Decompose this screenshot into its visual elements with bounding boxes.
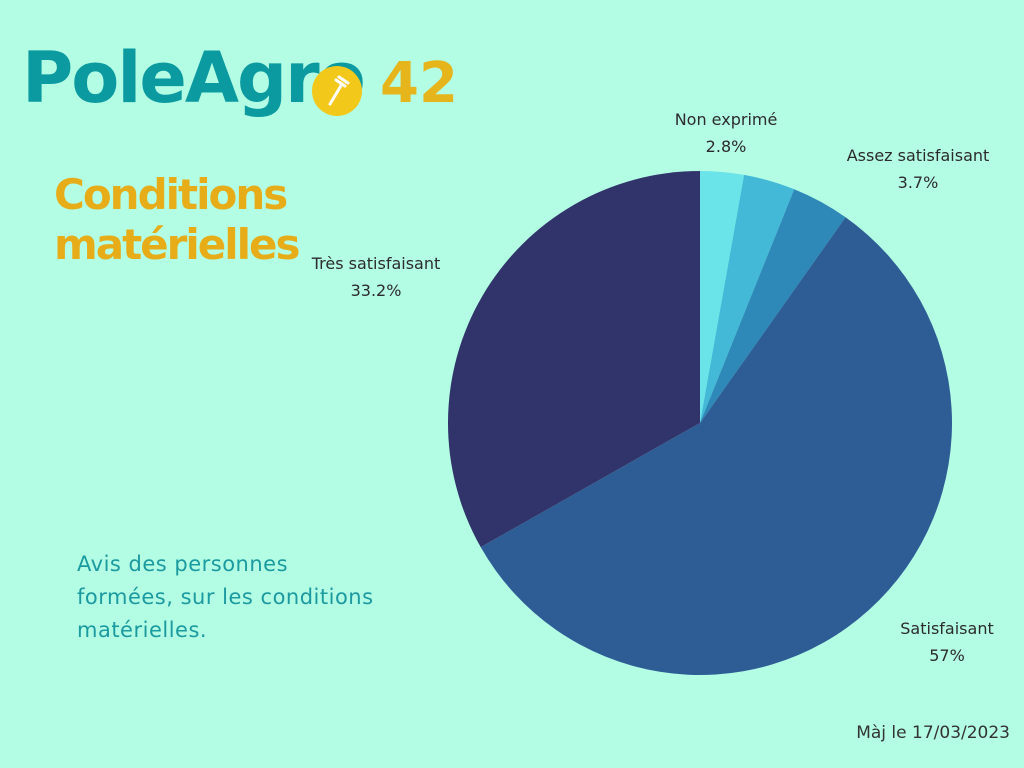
slice-label-name: Non exprimé [674,110,778,129]
slice-label-name: Satisfaisant [900,619,994,638]
slice-label-value: 57% [929,646,965,665]
slice-label: Assez satisfaisant 3.7% [847,142,990,196]
pie-slice [700,171,745,423]
pie-slice [480,217,952,675]
title-line-1: Conditions [54,170,288,219]
logo-number: 42 [380,51,458,116]
title-line-2: matérielles [54,220,301,269]
chart-caption: Avis des personnes formées, sur les cond… [77,552,374,642]
pie-slice [447,171,700,548]
update-date: Màj le 17/03/2023 [856,723,1010,743]
pie-slice [700,189,846,423]
slice-label-name: Très satisfaisant [311,254,441,273]
fork-icon [312,66,362,116]
slice-label-name: Assez satisfaisant [846,146,990,165]
slice-label: Satisfaisant 57% [900,615,993,669]
slice-label-value: 2.8% [705,137,747,156]
logo-name: PoleAgro [22,37,366,119]
slice-label: Très satisfaisant 33.2% [312,250,441,304]
slice-label-value: 3.7% [897,173,939,192]
slice-label: Non exprimé 2.8% [675,106,778,160]
page-title: Conditions matérielles [54,170,301,270]
logo: PoleAgro 42 [22,38,462,130]
pie-slice [700,174,795,423]
slice-label-value: 33.2% [350,281,402,300]
